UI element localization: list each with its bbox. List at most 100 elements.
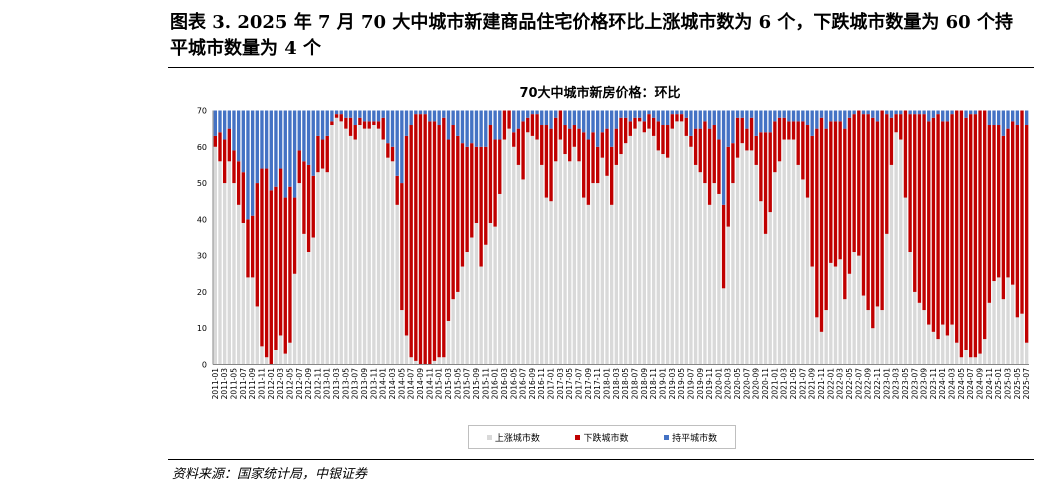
bar-down: [344, 117, 348, 129]
x-tick-label: 2016-05: [509, 368, 518, 400]
bar-flat: [763, 110, 768, 133]
bar-flat: [442, 110, 446, 118]
figure-title: 图表 3. 2025 年 7 月 70 大中城市新建商品住宅价格环比上涨城市数为…: [170, 12, 1013, 59]
bar-flat: [591, 110, 595, 133]
bar-flat: [288, 110, 292, 187]
bar-down: [451, 125, 455, 300]
bar-up: [731, 183, 735, 365]
bar-down: [484, 146, 488, 245]
bar-up: [600, 157, 605, 365]
bar-up: [288, 342, 292, 365]
bar-flat: [316, 110, 320, 136]
x-tick-label: 2013-05: [341, 368, 350, 400]
bar-down: [637, 117, 642, 122]
bar-up: [791, 139, 796, 365]
x-tick-label: 2014-03: [388, 368, 397, 400]
bar-down: [526, 117, 530, 133]
bar-flat: [563, 110, 567, 126]
bar-up: [941, 324, 945, 365]
x-tick-label: 2021-11: [817, 368, 826, 400]
bar-up: [605, 175, 609, 365]
x-tick-label: 2020-05: [733, 368, 742, 400]
bar-up: [717, 193, 721, 365]
legend-item-flat: 持平城市数: [664, 431, 717, 444]
x-tick-label: 2024-03: [948, 368, 957, 400]
bar-down: [255, 183, 259, 307]
x-tick-label: 2023-09: [920, 368, 929, 400]
bar-flat: [614, 110, 619, 129]
bar-flat: [605, 110, 609, 129]
bar-flat: [749, 110, 754, 118]
bar-flat: [773, 110, 777, 122]
bar-flat: [344, 110, 348, 118]
x-tick-label: 2025-01: [994, 368, 1003, 400]
source-divider: [168, 459, 1034, 460]
bar-flat: [885, 110, 889, 115]
x-tick-label: 2013-03: [332, 368, 341, 400]
bar-up: [614, 164, 619, 365]
bar-down: [540, 125, 544, 165]
bar-up: [852, 252, 856, 365]
legend-label-up: 上涨城市数: [494, 433, 540, 444]
bar-flat: [269, 110, 273, 191]
bar-down: [446, 139, 451, 321]
bar-down: [978, 110, 982, 354]
x-tick-label: 2016-09: [528, 368, 537, 400]
bar-up: [451, 299, 455, 365]
legend-label-down: 下跌城市数: [583, 433, 629, 444]
bar-flat: [1001, 110, 1006, 136]
bar-down: [661, 125, 665, 155]
bar-down: [889, 117, 894, 165]
bar-up: [777, 161, 782, 365]
bar-down: [400, 183, 404, 311]
bar-up: [973, 357, 978, 365]
bar-down: [959, 110, 964, 358]
bar-up: [432, 360, 437, 365]
bar-up: [740, 143, 744, 365]
bar-down: [875, 121, 880, 307]
bar-down: [1001, 135, 1006, 300]
bar-flat: [642, 110, 646, 122]
bar-flat: [791, 110, 796, 122]
bar-down: [358, 117, 362, 126]
bar-flat: [889, 110, 894, 118]
bar-up: [1006, 277, 1010, 365]
bar-down: [376, 121, 381, 129]
bar-down: [596, 146, 600, 184]
bar-flat: [432, 110, 437, 122]
bar-up: [805, 197, 810, 365]
bar-up: [824, 310, 828, 365]
bar-flat: [973, 110, 978, 115]
bar-flat: [521, 110, 525, 122]
x-tick-label: 2023-01: [882, 368, 891, 400]
bar-up: [843, 299, 847, 365]
bar-flat: [274, 110, 278, 187]
x-tick-label: 2021-07: [798, 368, 807, 400]
bar-flat: [348, 110, 353, 118]
bar-down: [833, 121, 838, 267]
bar-flat: [530, 110, 535, 115]
y-tick-label: 60: [197, 143, 207, 152]
bar-flat: [651, 110, 656, 118]
bar-up: [978, 353, 982, 365]
x-tick-label: 2017-01: [547, 368, 556, 400]
bar-up: [339, 121, 343, 365]
x-tick-label: 2011-07: [239, 368, 248, 400]
bar-down: [474, 146, 479, 223]
bar-flat: [815, 110, 819, 129]
bar-flat: [339, 110, 343, 115]
bar-down: [917, 114, 922, 303]
x-tick-label: 2014-09: [416, 368, 425, 400]
x-tick-label: 2015-03: [444, 368, 453, 400]
bar-down: [707, 128, 712, 205]
x-tick-label: 2024-07: [966, 368, 975, 400]
bar-up: [549, 201, 553, 365]
bar-flat: [633, 110, 637, 118]
bar-flat: [325, 110, 329, 136]
bar-up: [302, 233, 306, 365]
bar-down: [801, 121, 805, 180]
bar-down: [586, 139, 591, 205]
bar-flat: [609, 110, 614, 147]
bar-down: [964, 117, 968, 350]
bar-up: [456, 291, 460, 365]
